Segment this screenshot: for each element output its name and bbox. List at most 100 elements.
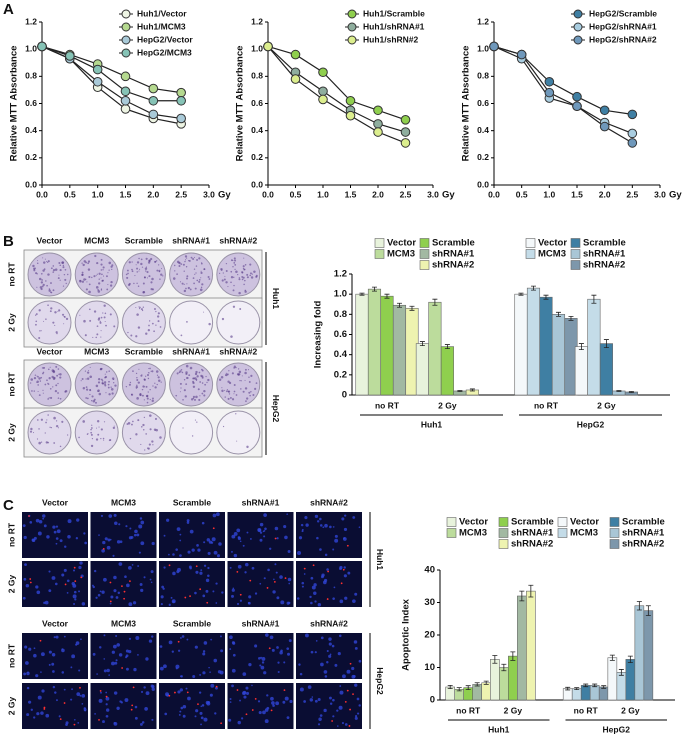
y-tick-label: 10 — [424, 662, 435, 673]
colony — [159, 278, 161, 280]
colony — [48, 377, 51, 380]
nucleus — [310, 576, 314, 580]
colony — [141, 266, 144, 268]
nucleus — [118, 562, 123, 566]
colony — [136, 267, 139, 270]
colony — [47, 368, 50, 371]
nucleus — [78, 669, 81, 672]
colony — [180, 334, 183, 337]
nucleus — [319, 517, 322, 521]
nucleus — [354, 716, 358, 720]
bar — [562, 688, 573, 701]
colony — [203, 389, 206, 393]
apoptotic-cell — [130, 708, 133, 711]
colony — [67, 273, 69, 276]
colony — [155, 370, 159, 373]
bar — [526, 287, 541, 396]
colony — [52, 377, 56, 380]
colony — [85, 378, 87, 380]
colony — [111, 268, 113, 270]
nucleus — [286, 647, 290, 650]
y-tick-label: 0.6 — [477, 98, 489, 108]
nucleus — [271, 701, 275, 705]
colony — [192, 258, 195, 261]
nucleus — [172, 553, 175, 556]
nucleus — [134, 529, 138, 534]
nucleus — [358, 659, 362, 663]
bar — [380, 295, 394, 396]
colony — [230, 270, 233, 273]
colony — [35, 313, 38, 315]
bar — [499, 667, 509, 701]
nucleus — [78, 565, 82, 570]
colony — [44, 383, 47, 386]
colony — [40, 418, 43, 421]
colony — [187, 286, 190, 290]
colony — [110, 387, 114, 391]
colony — [98, 426, 100, 428]
colony — [48, 289, 51, 292]
y-tick-label: 30 — [424, 597, 435, 608]
colony — [109, 284, 113, 287]
colony — [238, 291, 241, 295]
colony — [225, 281, 228, 284]
colony — [100, 263, 103, 266]
y-axis-label: Relative MTT Absorbance — [235, 46, 246, 162]
colony — [37, 375, 39, 378]
colony — [196, 279, 199, 282]
colony — [181, 282, 184, 285]
colony — [243, 268, 246, 271]
panel-label: A — [3, 1, 14, 18]
apoptotic-cell — [254, 697, 257, 700]
column-label: shRNA#1 — [242, 618, 280, 628]
colony — [36, 375, 38, 377]
row-label: 2 Gy — [6, 697, 16, 716]
colony — [179, 382, 182, 385]
bar — [517, 595, 527, 701]
bar — [574, 346, 588, 396]
cell-line-label: HepG2 — [271, 395, 281, 423]
colony — [146, 401, 149, 404]
x-tick-label: 2.5 — [400, 189, 412, 199]
nucleus — [251, 684, 253, 687]
plate — [74, 252, 119, 297]
legend-label: MCM3 — [538, 249, 566, 260]
colony — [59, 279, 61, 281]
colony — [184, 260, 186, 263]
plate — [169, 300, 214, 345]
colony — [151, 277, 154, 281]
nucleus — [99, 646, 102, 649]
nucleus — [262, 530, 265, 533]
nucleus — [205, 700, 210, 705]
colony — [41, 285, 44, 288]
colony — [184, 255, 188, 258]
column-label: Scramble — [125, 346, 164, 356]
colony — [207, 275, 210, 279]
colony — [250, 272, 252, 275]
colony — [89, 366, 91, 368]
legend-label: shRNA#1 — [511, 528, 554, 539]
y-tick-label: 1.2 — [477, 16, 489, 26]
x-tick-label: 3.0 — [654, 189, 666, 199]
nucleus — [337, 725, 339, 727]
colony — [131, 423, 133, 426]
colony — [221, 279, 224, 282]
colony — [52, 268, 56, 272]
colony — [138, 306, 140, 308]
column-label: shRNA#1 — [172, 235, 210, 245]
colony — [207, 378, 210, 382]
colony — [89, 388, 91, 391]
colony — [105, 371, 108, 373]
series-line — [493, 45, 633, 115]
nucleus — [112, 644, 117, 649]
nucleus — [26, 671, 30, 676]
series-line — [267, 46, 406, 133]
legend-label: Huh1/shRN#2 — [363, 34, 419, 44]
data-point — [92, 64, 103, 75]
nucleus — [168, 603, 171, 606]
colony — [81, 262, 83, 264]
nucleus — [354, 683, 358, 687]
nucleus — [113, 513, 117, 517]
colony — [147, 372, 149, 374]
nucleus — [333, 586, 336, 589]
